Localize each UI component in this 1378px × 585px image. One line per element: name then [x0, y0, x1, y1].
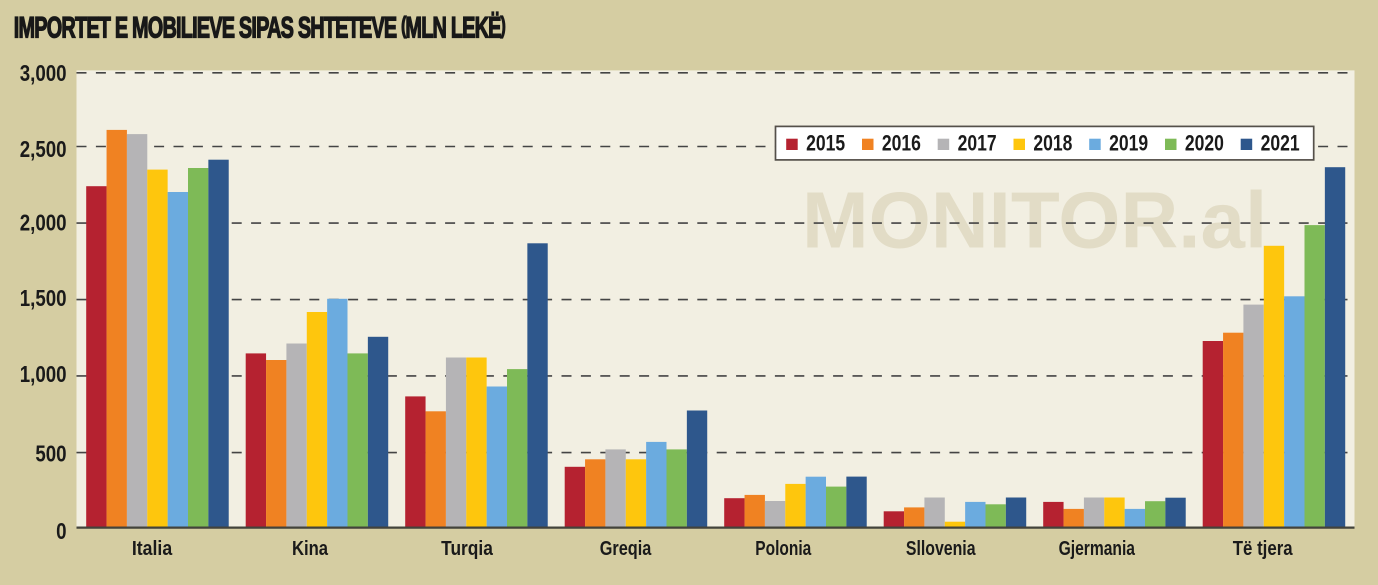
svg-text:Të tjera: Të tjera [1233, 537, 1293, 560]
svg-text:Italia: Italia [132, 538, 173, 560]
svg-text:500: 500 [35, 442, 66, 467]
svg-text:1,000: 1,000 [20, 362, 67, 387]
svg-text:Polonia: Polonia [755, 537, 812, 559]
svg-text:MONITOR.al: MONITOR.al [802, 176, 1267, 265]
svg-text:2020: 2020 [1185, 132, 1224, 157]
svg-text:3,000: 3,000 [20, 61, 67, 86]
svg-text:2017: 2017 [958, 132, 997, 157]
svg-text:2016: 2016 [882, 132, 921, 157]
svg-text:Sllovenia: Sllovenia [906, 537, 976, 559]
svg-text:0: 0 [56, 519, 66, 544]
svg-text:Kina: Kina [292, 537, 329, 560]
svg-text:IMPORTET E MOBILIEVE SIPAS SHT: IMPORTET E MOBILIEVE SIPAS SHTETEVE (MLN… [14, 12, 506, 45]
svg-text:2021: 2021 [1261, 132, 1300, 157]
svg-text:2018: 2018 [1033, 132, 1072, 157]
svg-text:2,000: 2,000 [20, 211, 67, 236]
svg-text:2,500: 2,500 [20, 138, 67, 163]
svg-text:2019: 2019 [1109, 132, 1148, 157]
svg-text:2015: 2015 [806, 132, 845, 157]
svg-text:Greqia: Greqia [600, 536, 652, 559]
svg-text:Turqia: Turqia [441, 537, 493, 560]
svg-text:1,500: 1,500 [20, 286, 67, 311]
svg-text:Gjermania: Gjermania [1059, 537, 1136, 559]
